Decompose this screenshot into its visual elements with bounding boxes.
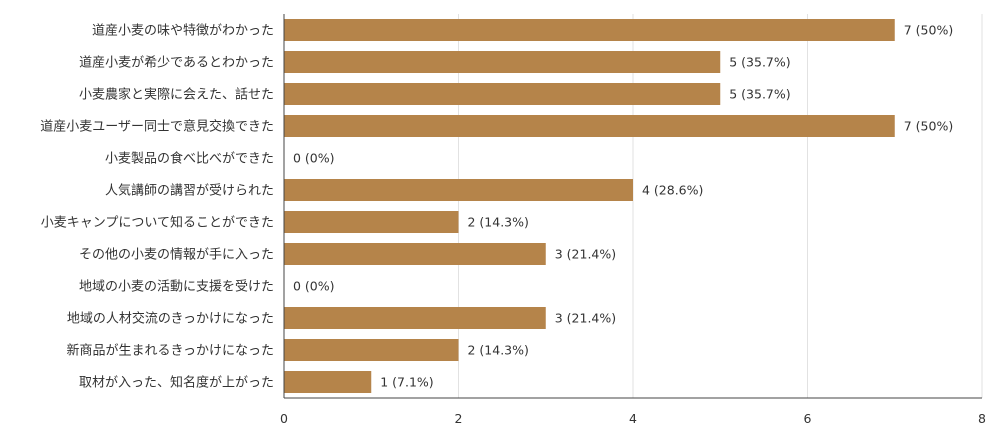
x-tick-label: 0: [280, 411, 288, 426]
bar: [284, 211, 459, 233]
bar: [284, 51, 721, 73]
category-label: その他の小麦の情報が手に入った: [79, 248, 274, 263]
bar: [284, 307, 546, 329]
category-label: 道産小麦の味や特徴がわかった: [92, 23, 274, 39]
bar: [284, 83, 721, 105]
bar: [284, 179, 633, 201]
data-label: 2 (14.3%): [468, 215, 529, 230]
bar: [284, 19, 895, 41]
category-label: 新商品が生まれるきっかけになった: [67, 343, 274, 359]
data-label: 3 (21.4%): [555, 311, 616, 326]
x-tick-label: 4: [629, 411, 637, 426]
category-label: 地域の人材交流のきっかけになった: [67, 311, 274, 327]
data-label: 4 (28.6%): [642, 183, 703, 198]
data-label: 7 (50%): [904, 119, 953, 134]
axes: [283, 14, 982, 399]
category-label: 地域の小麦の活動に支援を受けた: [79, 280, 274, 295]
bar: [284, 115, 895, 137]
data-label: 1 (7.1%): [380, 375, 433, 390]
category-label: 道産小麦ユーザー同士で意見交換できた: [40, 119, 274, 135]
x-tick-label: 6: [804, 411, 812, 426]
data-label: 2 (14.3%): [468, 343, 529, 358]
data-label: 0 (0%): [293, 279, 335, 294]
x-tick-label: 2: [455, 411, 463, 426]
category-label: 小麦製品の食べ比べができた: [105, 151, 274, 167]
x-tick-label: 8: [978, 411, 986, 426]
category-label: 道産小麦が希少であるとわかった: [79, 55, 274, 71]
labels: 0 2 4 6 8 道産小麦の味や特徴がわかった 7 (50%) 道産小麦が希少であるとわかっ…: [40, 23, 986, 427]
bar: [284, 243, 546, 265]
data-label: 3 (21.4%): [555, 247, 616, 262]
data-label: 5 (35.7%): [729, 55, 790, 70]
gridlines: [458, 14, 983, 398]
category-label: 小麦キャンプについて知ることができた: [41, 215, 274, 231]
category-label: 取材が入った、知名度が上がった: [79, 375, 274, 391]
category-label: 人気講師の講習が受けられた: [105, 183, 274, 199]
bar: [284, 371, 372, 393]
category-label: 小麦農家と実際に会えた、話せた: [79, 87, 274, 103]
data-label: 0 (0%): [293, 151, 335, 166]
bars: [284, 19, 895, 393]
data-label: 7 (50%): [904, 23, 953, 38]
data-label: 5 (35.7%): [729, 87, 790, 102]
bar: [284, 339, 459, 361]
